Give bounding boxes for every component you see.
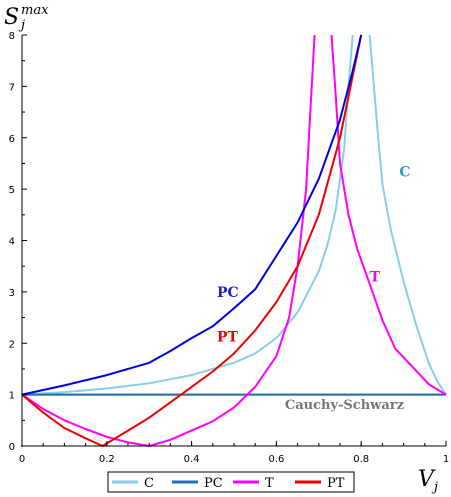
- annotation-c: C: [399, 164, 410, 180]
- axes: 0 0.2 0.4 0.6 0.8 1 0 1 2 3 4 5 6 7 8: [9, 31, 450, 465]
- y-axis-title: S j max: [4, 3, 49, 33]
- x-tick-label: 0.2: [99, 454, 115, 465]
- legend: C PC T PT: [107, 471, 355, 493]
- series-c-line-2: [368, 34, 447, 396]
- annotation-t: T: [370, 270, 381, 286]
- y-tick-label: 3: [9, 288, 15, 299]
- series-pt-line: [21, 34, 363, 447]
- y-tick-label: 8: [9, 31, 15, 42]
- annotation-cauchy-schwarz: Cauchy-Schwarz: [285, 398, 404, 413]
- series-t-line-1: [21, 34, 316, 447]
- x-tick-label: 0.4: [184, 454, 200, 465]
- x-tick-label: 1: [443, 454, 449, 465]
- y-tick-label: 5: [9, 185, 15, 196]
- y-tick-label: 6: [9, 134, 15, 145]
- legend-label-t: T: [265, 476, 274, 491]
- x-axis-title: V j: [418, 467, 438, 495]
- legend-label-pt: PT: [327, 476, 345, 491]
- x-tick-label: 0.6: [268, 454, 284, 465]
- y-axis-title-main: S: [4, 5, 19, 30]
- x-tick-label: 0: [19, 454, 25, 465]
- y-tick-label: 0: [9, 442, 15, 453]
- annotation-pc: PC: [217, 285, 239, 301]
- x-axis-title-sub: j: [431, 480, 438, 495]
- legend-label-pc: PC: [204, 476, 223, 491]
- y-tick-label: 7: [9, 82, 15, 93]
- y-tick-label: 1: [9, 391, 15, 402]
- annotation-pt: PT: [217, 330, 239, 346]
- y-tick-label: 2: [9, 339, 15, 350]
- y-tick-label: 4: [9, 237, 15, 248]
- annotations-layer: C T PC PT Cauchy-Schwarz: [217, 164, 410, 413]
- legend-label-c: C: [144, 476, 154, 491]
- y-axis-title-sub: j: [18, 18, 25, 33]
- x-axis-title-main: V: [418, 467, 436, 492]
- legend-box: [107, 471, 355, 493]
- series-layer: [21, 34, 447, 447]
- x-tick-label: 0.8: [353, 454, 369, 465]
- y-axis-title-sup: max: [21, 3, 49, 18]
- series-unlabeled-line: [21, 34, 363, 396]
